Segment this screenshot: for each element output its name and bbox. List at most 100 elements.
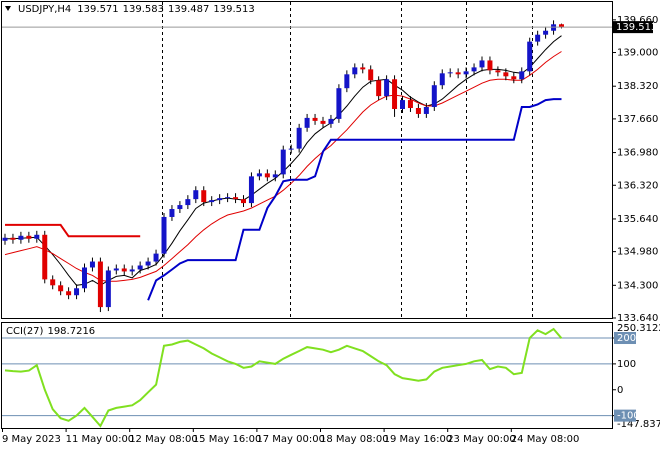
candle-body xyxy=(312,117,318,121)
candle-body xyxy=(153,253,159,262)
level-box xyxy=(614,409,636,422)
candle-body xyxy=(185,199,191,206)
candle-body xyxy=(169,209,175,217)
cci-line xyxy=(4,327,563,428)
candle-body xyxy=(495,70,501,73)
y-tick-label: 139.000 xyxy=(617,48,658,59)
candle-body xyxy=(50,279,56,286)
candle-body xyxy=(503,72,509,77)
y-tick-label: 133.640 xyxy=(617,313,658,324)
candle-body xyxy=(447,72,453,74)
indicator-line xyxy=(5,223,141,238)
x-tick-label: 15 May 16:00 xyxy=(193,434,262,445)
indicator-value: 198.7216 xyxy=(47,326,95,337)
candle-body xyxy=(89,261,95,268)
candle-body xyxy=(471,67,477,72)
candle-body xyxy=(328,118,334,124)
y-tick-label: 134.980 xyxy=(617,247,658,258)
candle-body xyxy=(376,80,382,97)
candle-body xyxy=(113,268,119,271)
y-tick-label: 136.320 xyxy=(617,180,658,191)
candle-body xyxy=(193,190,199,200)
close-price: 139.513 xyxy=(213,4,254,15)
candle-body xyxy=(225,197,231,199)
candle-body xyxy=(248,176,254,204)
indicator-line xyxy=(4,51,562,282)
candle-body xyxy=(423,107,429,114)
candle-body xyxy=(392,79,398,109)
candle-body xyxy=(360,67,366,70)
candle-body xyxy=(455,72,461,75)
candle-body xyxy=(288,148,294,150)
y-tick-label: 134.300 xyxy=(617,280,658,291)
x-tick-label: 17 May 00:00 xyxy=(256,434,325,445)
collapse-arrow[interactable] xyxy=(5,6,11,11)
y-tick-label: 0 xyxy=(617,385,623,396)
candle-body xyxy=(543,30,549,35)
candle-body xyxy=(384,79,390,97)
candle-body xyxy=(42,234,48,280)
candle-body xyxy=(2,237,8,241)
high-price: 139.583 xyxy=(123,4,164,15)
candle-body xyxy=(407,100,413,108)
candle-body xyxy=(527,41,533,72)
candle-body xyxy=(58,285,64,292)
candle-body xyxy=(264,173,270,178)
candle-body xyxy=(519,71,525,80)
candle-body xyxy=(10,237,16,240)
y-limit-label: 250.3122 xyxy=(617,323,660,334)
candle-body xyxy=(241,199,246,204)
candle-body xyxy=(74,288,80,296)
candle-body xyxy=(559,24,564,28)
x-tick-label: 18 May 08:00 xyxy=(320,434,389,445)
x-tick-label: 24 May 08:00 xyxy=(511,434,580,445)
candle-body xyxy=(439,73,445,86)
candle-body xyxy=(26,235,32,239)
candle-body xyxy=(233,197,239,200)
y-tick-label: 139.660 xyxy=(617,15,658,26)
y-tick-label: -100 xyxy=(617,411,640,422)
symbol: USDJPY,H4 xyxy=(18,4,71,15)
candle-body xyxy=(487,60,493,71)
x-tick-label: 23 May 00:00 xyxy=(447,434,516,445)
x-tick-label: 11 May 00:00 xyxy=(66,434,135,445)
y-tick-label: 137.660 xyxy=(617,114,658,125)
x-tick-label: 19 May 16:00 xyxy=(384,434,453,445)
price-label: 139.513 xyxy=(616,22,657,33)
candle-body xyxy=(121,268,127,272)
y-tick-label: 138.320 xyxy=(617,81,658,92)
candle-body xyxy=(209,200,215,203)
period-separators xyxy=(162,2,533,318)
y-tick-label: 200 xyxy=(617,333,636,344)
candle-body xyxy=(336,88,342,119)
y-tick-label: 100 xyxy=(617,359,636,370)
candle-body xyxy=(105,270,111,308)
x-tick-label: 12 May 08:00 xyxy=(129,434,198,445)
candle-body xyxy=(296,127,302,149)
candle-body xyxy=(18,235,24,240)
candle-body xyxy=(272,174,278,178)
candle-body xyxy=(400,100,405,109)
candle-body xyxy=(161,216,167,254)
candle-body xyxy=(463,71,469,75)
main-panel xyxy=(1,1,613,319)
level-box xyxy=(614,332,636,345)
candle-body xyxy=(368,69,374,81)
candle-body xyxy=(201,190,207,203)
candle-body xyxy=(511,76,517,80)
candle-body xyxy=(320,120,326,124)
candle-body xyxy=(344,74,350,89)
candle-body xyxy=(280,149,286,175)
y-tick-label: 135.640 xyxy=(617,214,658,225)
candle-body xyxy=(431,85,437,108)
candle-body xyxy=(352,67,358,75)
candle-body xyxy=(137,265,143,270)
y-tick-label: 136.980 xyxy=(617,148,658,159)
chart-title: USDJPY,H4 139.571 139.583 139.487 139.513 xyxy=(18,4,255,15)
candle-body xyxy=(129,269,135,272)
candle-body xyxy=(34,234,40,239)
open-price: 139.571 xyxy=(77,4,118,15)
candle-body xyxy=(304,117,310,128)
candle-body xyxy=(479,60,485,68)
